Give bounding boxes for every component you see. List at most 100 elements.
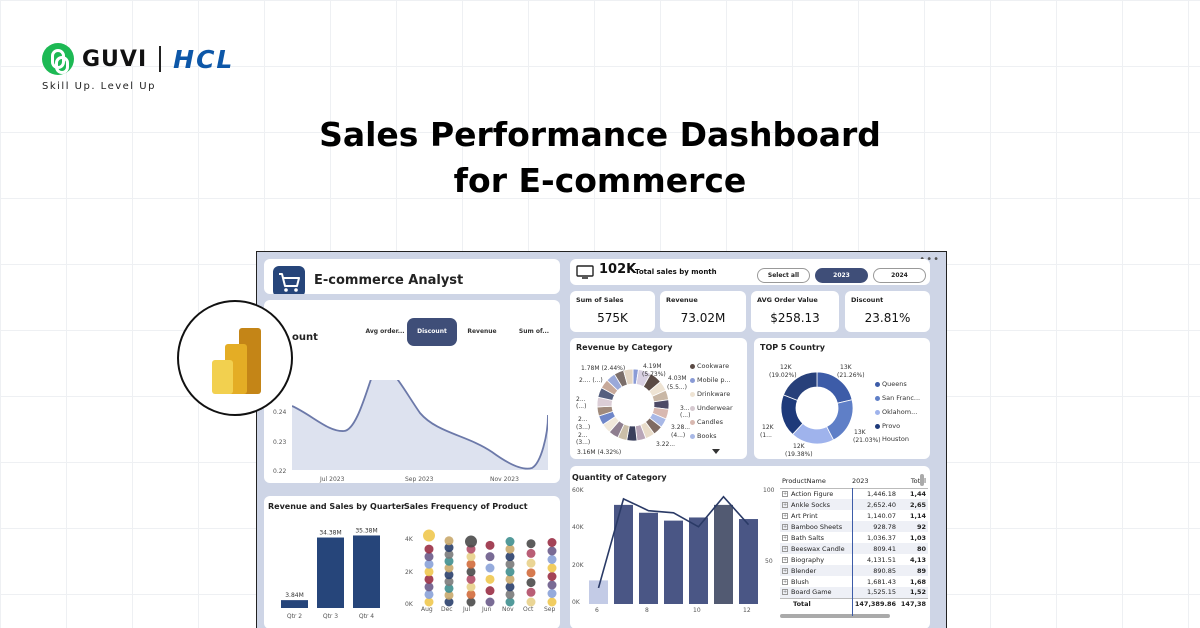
expand-icon[interactable]: + — [782, 490, 788, 497]
table-row[interactable]: + Blender 890.85 89 — [780, 565, 928, 576]
expand-icon[interactable]: + — [782, 523, 788, 530]
select-all-button[interactable]: Select all — [757, 268, 810, 283]
tab-revenue[interactable]: Revenue — [467, 328, 497, 335]
table-row[interactable]: + Bamboo Sheets 928.78 92 — [780, 521, 928, 532]
table-row[interactable]: + Art Print 1,140.07 1,14 — [780, 510, 928, 521]
quantity-y-tick: 20K — [572, 562, 584, 569]
more-options-icon[interactable]: ••• — [919, 254, 940, 265]
trend-card: ount Avg order... Discount Revenue Sum o… — [264, 300, 560, 483]
legend-scroll-down-icon[interactable] — [712, 449, 720, 455]
quarter-bar — [281, 600, 308, 608]
table-horizontal-scrollbar[interactable] — [780, 614, 890, 618]
kpi-value: 73.02M — [680, 311, 726, 325]
legend-swatch — [875, 381, 880, 387]
legend-item-oklahoma[interactable]: Oklahom... — [875, 408, 917, 416]
legend-item-queens[interactable]: Queens — [875, 380, 907, 388]
product-name: Art Print — [791, 511, 818, 520]
legend-label: Candles — [697, 418, 723, 426]
power-bi-logo-icon — [177, 300, 293, 416]
kpi-value: $258.13 — [770, 311, 820, 325]
total-cell: 1,52 — [909, 588, 926, 597]
legend-label: Mobile p... — [697, 376, 731, 384]
table-column-divider — [852, 488, 853, 616]
expand-icon[interactable]: + — [782, 512, 788, 519]
expand-icon[interactable]: + — [782, 567, 788, 574]
legend-item-underwear[interactable]: Underwear — [690, 404, 733, 412]
legend-item-cookware[interactable]: Cookware — [690, 362, 729, 370]
frequency-dot — [466, 597, 476, 607]
frequency-dot — [547, 580, 557, 590]
frequency-dot — [444, 563, 454, 573]
table-row[interactable]: + Ankle Socks 2,652.40 2,65 — [780, 499, 928, 510]
table-row[interactable]: + Bath Salts 1,036.37 1,03 — [780, 532, 928, 543]
frequency-dot — [505, 582, 515, 592]
total-cell: 1,44 — [909, 489, 926, 498]
table-row[interactable]: + Biography 4,131.51 4,13 — [780, 554, 928, 565]
revenue-category-donut — [596, 368, 670, 442]
tab-discount[interactable]: Discount — [407, 318, 457, 346]
hcl-wordmark: HCL — [173, 44, 235, 74]
frequency-dot-plot — [423, 529, 557, 607]
trend-title: ount — [292, 332, 318, 343]
quarter-bar-label: 34.38M — [319, 530, 341, 537]
frequency-dot — [466, 567, 476, 577]
legend-item-san-francisco[interactable]: San Franc... — [875, 394, 920, 402]
product-name: Biography — [791, 555, 825, 564]
value-2023-cell: 928.78 — [873, 522, 896, 531]
table-header-product[interactable]: ProductName — [780, 474, 850, 489]
frequency-dot — [505, 597, 515, 607]
tab-avg-order[interactable]: Avg order... — [365, 328, 405, 335]
trend-line — [292, 380, 548, 470]
donut-data-label: (5.5...) — [667, 384, 687, 391]
total-cell: 92 — [916, 522, 926, 531]
legend-item-drinkware[interactable]: Drinkware — [690, 390, 730, 398]
expand-icon[interactable]: + — [782, 589, 788, 596]
table-row[interactable]: + Board Game 1,525.15 1,52 — [780, 587, 928, 598]
legend-item-mobile[interactable]: Mobile p... — [690, 376, 731, 384]
legend-item-candles[interactable]: Candles — [690, 418, 723, 426]
table-row[interactable]: + Action Figure 1,446.18 1,44 — [780, 488, 928, 499]
quantity-line — [597, 495, 750, 589]
expand-icon[interactable]: + — [782, 534, 788, 541]
quarter-bar-label: 35.38M — [355, 527, 377, 534]
legend-swatch — [875, 409, 880, 415]
table-row[interactable]: + Blush 1,681.43 1,68 — [780, 576, 928, 587]
legend-item-provo[interactable]: Provo — [875, 422, 900, 430]
legend-label: Oklahom... — [882, 408, 918, 416]
expand-icon[interactable]: + — [782, 501, 788, 508]
frequency-dot — [444, 549, 454, 559]
tab-sum-of[interactable]: Sum of... — [518, 328, 550, 335]
donut-data-label: 13K — [854, 429, 866, 436]
quantity-x-tick: 10 — [693, 607, 701, 614]
legend-label: Books — [697, 432, 717, 440]
legend-item-books[interactable]: Books — [690, 432, 717, 440]
expand-icon[interactable]: + — [782, 578, 788, 585]
trend-y-tick: 0.24 — [273, 409, 287, 416]
expand-icon[interactable]: + — [782, 556, 788, 563]
brand-divider — [159, 46, 162, 72]
table-row[interactable]: + Beeswax Candle 809.41 80 — [780, 543, 928, 554]
product-name-cell: + Blender — [780, 565, 850, 576]
total-cell: 80 — [916, 544, 926, 553]
frequency-dot — [526, 568, 536, 578]
country-slice — [782, 371, 818, 401]
table-header-2023[interactable]: 2023 — [850, 474, 898, 489]
trend-x-tick: Jul 2023 — [320, 476, 345, 483]
year-2024-button[interactable]: 2024 — [873, 268, 926, 283]
year-2023-button[interactable]: 2023 — [815, 268, 868, 283]
donut-data-label: (21.03%) — [853, 437, 881, 444]
expand-icon[interactable]: + — [782, 545, 788, 552]
quarter-bar-label: 3.84M — [285, 592, 304, 599]
quantity-x-tick: 6 — [595, 607, 599, 614]
quantity-combo-chart — [589, 495, 758, 604]
product-name-cell: + Board Game — [780, 587, 850, 598]
value-2023-cell: 4,131.51 — [867, 555, 896, 564]
frequency-dot — [424, 544, 434, 554]
legend-item-houston[interactable]: Houston — [882, 435, 909, 443]
table-scrollbar[interactable] — [920, 474, 924, 486]
kpi-label: AVG Order Value — [757, 296, 818, 304]
quantity-x-tick: 8 — [645, 607, 649, 614]
revenue-category-slice — [622, 368, 634, 386]
frequency-dot — [424, 574, 434, 584]
table-total-row: Total 147,389.86 147,38 — [780, 597, 928, 609]
